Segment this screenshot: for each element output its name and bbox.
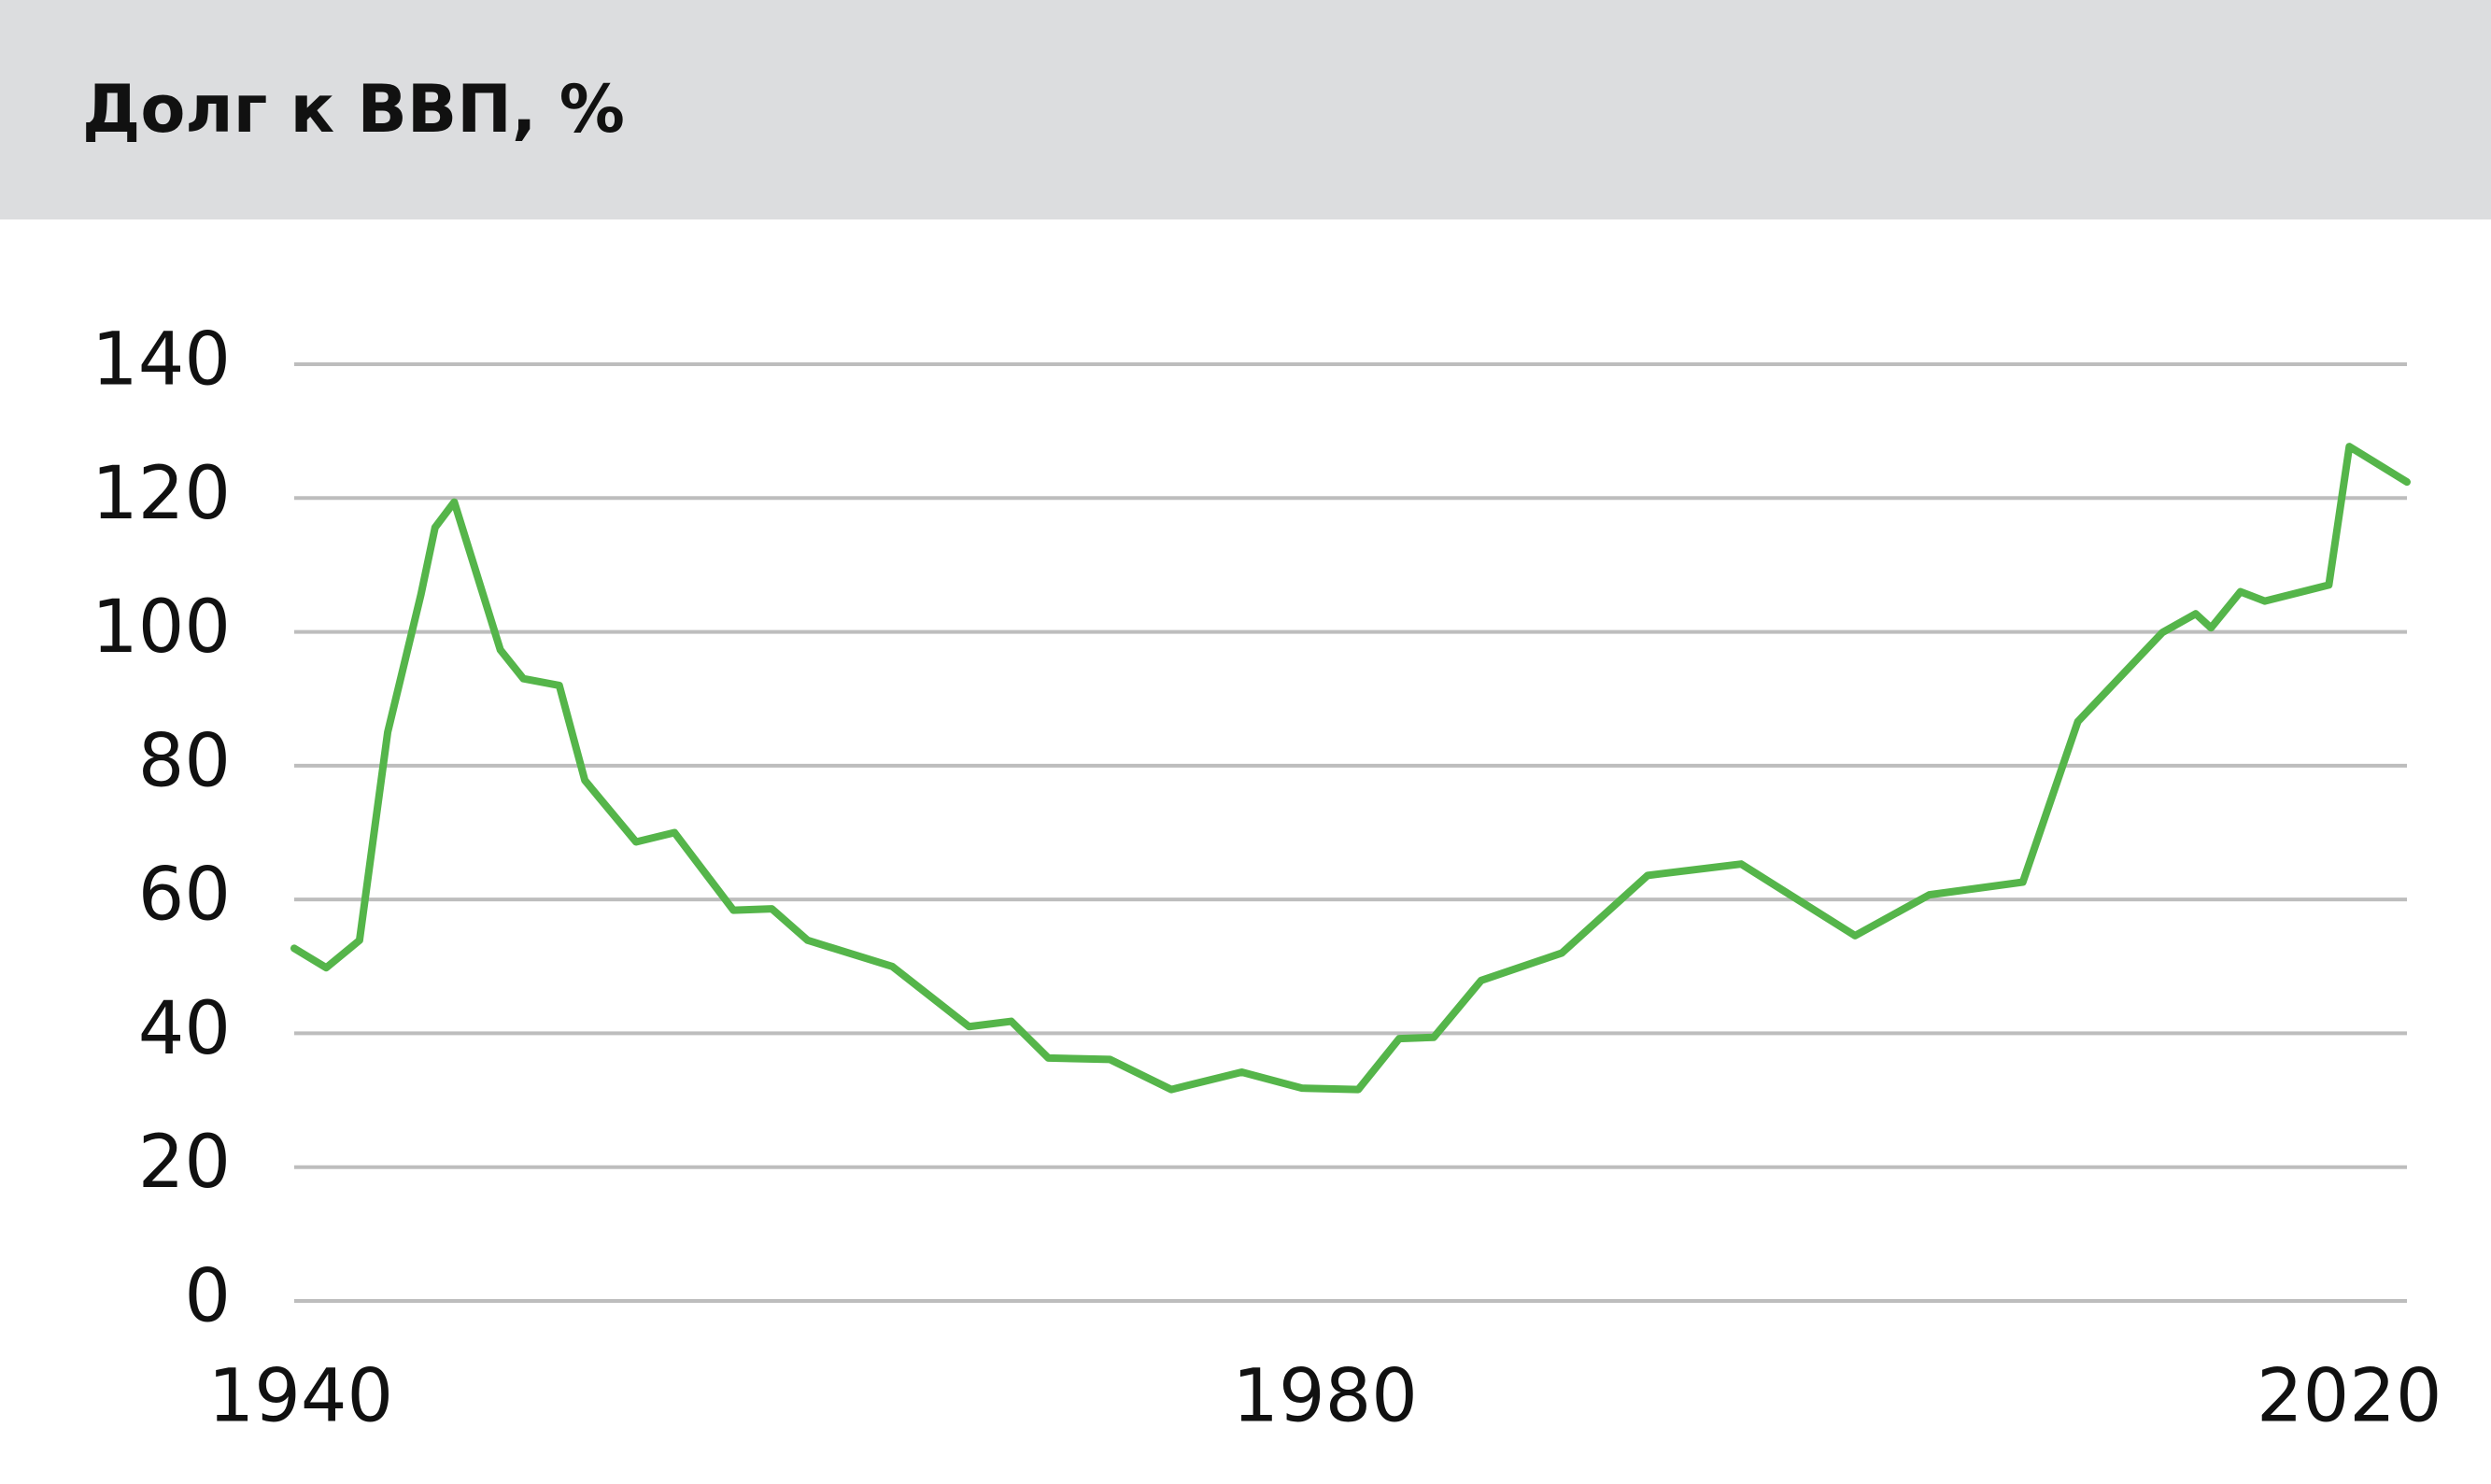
y-tick-label: 100 [92, 586, 231, 670]
chart-title: Долг к ВВП, % [82, 71, 625, 148]
y-tick-label: 120 [92, 452, 231, 536]
title-bar [0, 0, 2491, 219]
y-tick-label: 40 [138, 987, 231, 1071]
y-tick-label: 140 [92, 318, 231, 402]
x-tick-label: 1980 [1232, 1354, 1418, 1438]
x-tick-label: 1940 [208, 1354, 394, 1438]
y-tick-label: 0 [184, 1254, 231, 1338]
x-tick-label: 2020 [2257, 1354, 2442, 1438]
y-tick-label: 80 [138, 719, 231, 803]
data-line [290, 443, 2411, 1094]
y-tick-label: 20 [138, 1121, 231, 1205]
y-tick-label: 60 [138, 854, 231, 938]
